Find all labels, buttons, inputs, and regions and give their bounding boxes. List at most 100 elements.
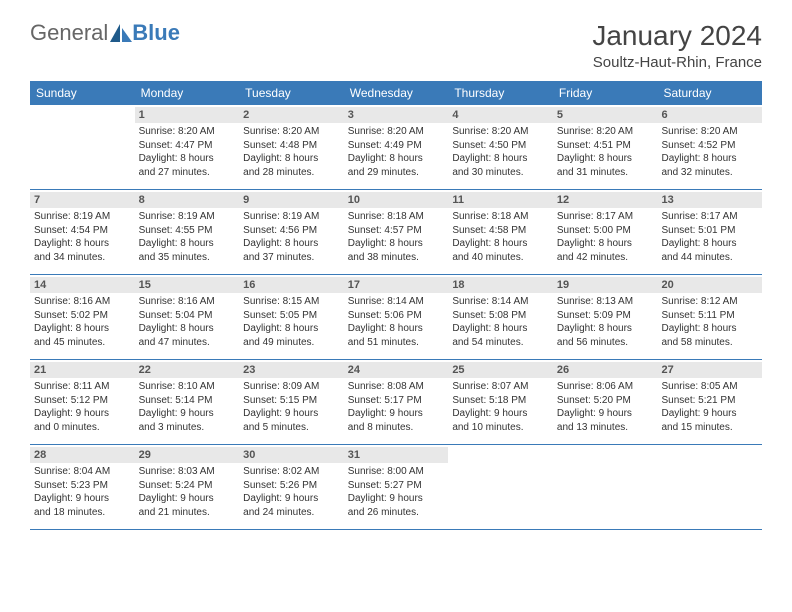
day-detail-line: and 0 minutes. xyxy=(34,421,131,435)
day-number: 19 xyxy=(553,277,658,293)
day-detail-line: and 8 minutes. xyxy=(348,421,445,435)
day-detail-line: and 34 minutes. xyxy=(34,251,131,265)
day-detail-line: Sunrise: 8:17 AM xyxy=(557,210,654,224)
day-detail-line: and 15 minutes. xyxy=(661,421,758,435)
weeks-container: 1Sunrise: 8:20 AMSunset: 4:47 PMDaylight… xyxy=(30,105,762,530)
day-cell: 27Sunrise: 8:05 AMSunset: 5:21 PMDayligh… xyxy=(657,360,762,444)
day-detail-line: Daylight: 9 hours xyxy=(348,492,445,506)
day-detail-line: Sunset: 5:21 PM xyxy=(661,394,758,408)
day-number: 16 xyxy=(239,277,344,293)
day-number: 24 xyxy=(344,362,449,378)
day-cell xyxy=(448,445,553,529)
day-detail-line: Sunset: 5:17 PM xyxy=(348,394,445,408)
week-row: 7Sunrise: 8:19 AMSunset: 4:54 PMDaylight… xyxy=(30,190,762,275)
day-cell: 31Sunrise: 8:00 AMSunset: 5:27 PMDayligh… xyxy=(344,445,449,529)
day-detail-line: Daylight: 9 hours xyxy=(34,407,131,421)
day-detail-line: Sunset: 5:06 PM xyxy=(348,309,445,323)
day-cell: 20Sunrise: 8:12 AMSunset: 5:11 PMDayligh… xyxy=(657,275,762,359)
day-detail-line: and 30 minutes. xyxy=(452,166,549,180)
day-number: 17 xyxy=(344,277,449,293)
day-cell: 24Sunrise: 8:08 AMSunset: 5:17 PMDayligh… xyxy=(344,360,449,444)
day-number: 25 xyxy=(448,362,553,378)
day-detail-line: Sunrise: 8:12 AM xyxy=(661,295,758,309)
day-cell: 8Sunrise: 8:19 AMSunset: 4:55 PMDaylight… xyxy=(135,190,240,274)
day-detail-line: and 37 minutes. xyxy=(243,251,340,265)
day-cell: 12Sunrise: 8:17 AMSunset: 5:00 PMDayligh… xyxy=(553,190,658,274)
day-detail-line: Sunrise: 8:20 AM xyxy=(661,125,758,139)
day-detail-line: Daylight: 8 hours xyxy=(348,322,445,336)
day-detail-line: Sunrise: 8:17 AM xyxy=(661,210,758,224)
day-number: 21 xyxy=(30,362,135,378)
day-detail-line: Sunrise: 8:08 AM xyxy=(348,380,445,394)
day-detail-line: Sunrise: 8:20 AM xyxy=(557,125,654,139)
day-detail-line: Daylight: 9 hours xyxy=(557,407,654,421)
day-cell: 28Sunrise: 8:04 AMSunset: 5:23 PMDayligh… xyxy=(30,445,135,529)
day-detail-line: and 58 minutes. xyxy=(661,336,758,350)
day-detail-line: Sunset: 4:56 PM xyxy=(243,224,340,238)
day-detail-line: Daylight: 8 hours xyxy=(348,152,445,166)
day-detail-line: Sunset: 5:12 PM xyxy=(34,394,131,408)
day-cell: 17 Sunrise: 8:14 AMSunset: 5:06 PMDayligh… xyxy=(344,275,449,359)
day-detail-line: and 28 minutes. xyxy=(243,166,340,180)
day-detail-line: Sunrise: 8:13 AM xyxy=(557,295,654,309)
day-detail-line: Daylight: 9 hours xyxy=(139,407,236,421)
day-detail-line: Sunset: 5:23 PM xyxy=(34,479,131,493)
day-detail-line: Daylight: 9 hours xyxy=(452,407,549,421)
day-number: 28 xyxy=(30,447,135,463)
day-detail-line: Sunset: 5:00 PM xyxy=(557,224,654,238)
day-number: 11 xyxy=(448,192,553,208)
day-cell: 16Sunrise: 8:15 AMSunset: 5:05 PMDayligh… xyxy=(239,275,344,359)
day-cell: 5Sunrise: 8:20 AMSunset: 4:51 PMDaylight… xyxy=(553,105,658,189)
day-detail-line: Sunset: 4:52 PM xyxy=(661,139,758,153)
day-number: 7 xyxy=(30,192,135,208)
day-detail-line: and 49 minutes. xyxy=(243,336,340,350)
day-detail-line: Daylight: 8 hours xyxy=(452,322,549,336)
logo-text-blue: Blue xyxy=(132,20,180,46)
day-number: 1 xyxy=(135,107,240,123)
day-detail-line: Sunrise: 8:20 AM xyxy=(452,125,549,139)
day-header-sat: Saturday xyxy=(657,81,762,105)
day-detail-line: Sunset: 5:02 PM xyxy=(34,309,131,323)
day-detail-line: Daylight: 9 hours xyxy=(139,492,236,506)
day-detail-line: Sunrise: 8:20 AM xyxy=(139,125,236,139)
day-detail-line: Daylight: 8 hours xyxy=(661,237,758,251)
day-detail-line: Sunrise: 8:02 AM xyxy=(243,465,340,479)
day-cell: 4Sunrise: 8:20 AMSunset: 4:50 PMDaylight… xyxy=(448,105,553,189)
day-detail-line: Sunrise: 8:05 AM xyxy=(661,380,758,394)
day-detail-line: Sunrise: 8:07 AM xyxy=(452,380,549,394)
location-text: Soultz-Haut-Rhin, France xyxy=(592,54,762,71)
day-header-sun: Sunday xyxy=(30,81,135,105)
day-detail-line: and 42 minutes. xyxy=(557,251,654,265)
day-cell: 30Sunrise: 8:02 AMSunset: 5:26 PMDayligh… xyxy=(239,445,344,529)
day-cell: 22Sunrise: 8:10 AMSunset: 5:14 PMDayligh… xyxy=(135,360,240,444)
day-detail-line: and 18 minutes. xyxy=(34,506,131,520)
day-cell: 29Sunrise: 8:03 AMSunset: 5:24 PMDayligh… xyxy=(135,445,240,529)
day-detail-line: Daylight: 9 hours xyxy=(34,492,131,506)
day-detail-line: Sunset: 5:11 PM xyxy=(661,309,758,323)
day-cell: 21Sunrise: 8:11 AMSunset: 5:12 PMDayligh… xyxy=(30,360,135,444)
day-detail-line: and 47 minutes. xyxy=(139,336,236,350)
day-detail-line: Sunset: 5:08 PM xyxy=(452,309,549,323)
day-detail-line: Sunrise: 8:14 AM xyxy=(452,295,549,309)
day-detail-line: Sunrise: 8:19 AM xyxy=(243,210,340,224)
day-cell: 14Sunrise: 8:16 AMSunset: 5:02 PMDayligh… xyxy=(30,275,135,359)
day-number: 31 xyxy=(344,447,449,463)
day-detail-line: Sunrise: 8:14 AM xyxy=(348,295,445,309)
day-number: 10 xyxy=(344,192,449,208)
day-cell: 6Sunrise: 8:20 AMSunset: 4:52 PMDaylight… xyxy=(657,105,762,189)
day-detail-line: Sunset: 4:47 PM xyxy=(139,139,236,153)
day-detail-line: Sunrise: 8:16 AM xyxy=(139,295,236,309)
day-detail-line: Sunrise: 8:20 AM xyxy=(348,125,445,139)
title-block: January 2024 Soultz-Haut-Rhin, France xyxy=(592,20,762,71)
day-detail-line: Daylight: 8 hours xyxy=(452,237,549,251)
week-row: 1Sunrise: 8:20 AMSunset: 4:47 PMDaylight… xyxy=(30,105,762,190)
day-header-tue: Tuesday xyxy=(239,81,344,105)
day-detail-line: and 27 minutes. xyxy=(139,166,236,180)
day-cell: 26Sunrise: 8:06 AMSunset: 5:20 PMDayligh… xyxy=(553,360,658,444)
day-detail-line: and 44 minutes. xyxy=(661,251,758,265)
day-cell: 10Sunrise: 8:18 AMSunset: 4:57 PMDayligh… xyxy=(344,190,449,274)
day-detail-line: Daylight: 8 hours xyxy=(452,152,549,166)
day-detail-line: Sunset: 5:01 PM xyxy=(661,224,758,238)
day-detail-line: and 38 minutes. xyxy=(348,251,445,265)
day-detail-line: Sunset: 5:09 PM xyxy=(557,309,654,323)
